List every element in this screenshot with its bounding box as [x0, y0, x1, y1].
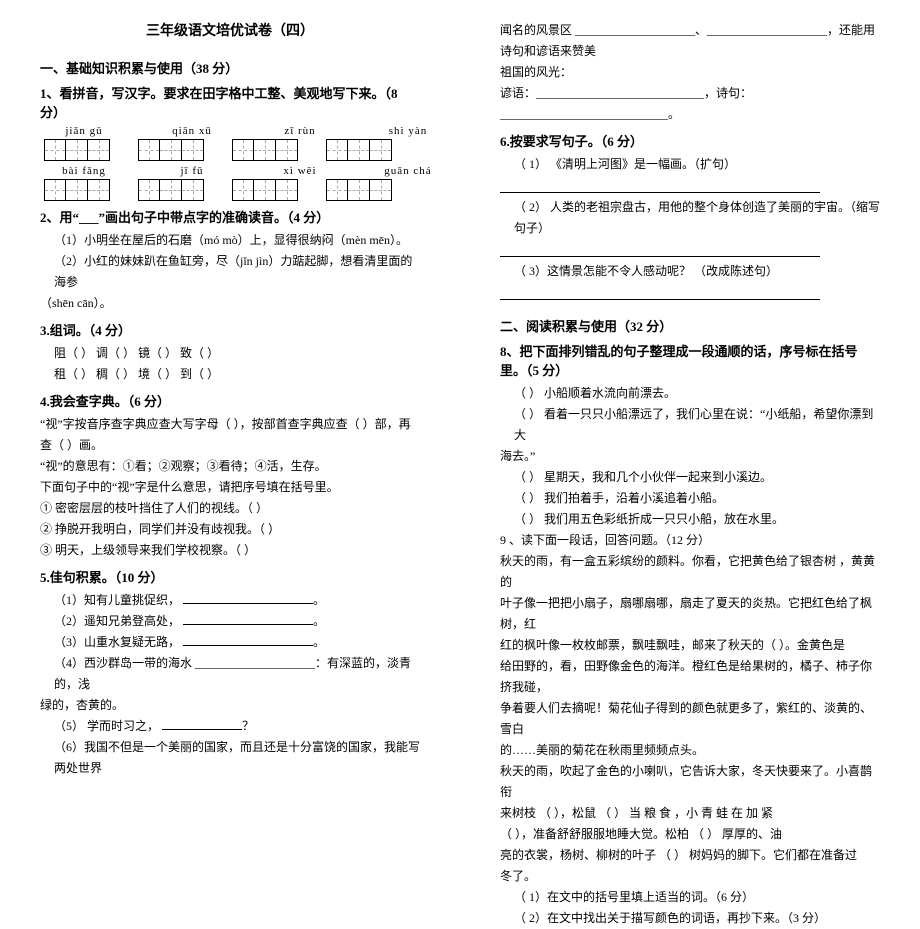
q8-line: （ ） 星期天，我和几个小伙伴一起来到小溪边。: [500, 467, 880, 488]
section-1-heading: 一、基础知识积累与使用（38 分）: [40, 58, 420, 77]
char-grid: [138, 139, 204, 161]
section-2-heading: 二、阅读积累与使用（32 分）: [500, 316, 880, 335]
char-grid: [232, 179, 298, 201]
char-grid-row-1: [40, 139, 420, 161]
blank: [183, 592, 313, 604]
pinyin-label: jiǎn gǔ: [44, 125, 124, 137]
cont-line: 祖国的风光：: [500, 62, 880, 83]
q3-heading: 3.组词。（4 分）: [40, 320, 420, 339]
passage-line: 红的枫叶像一枚枚邮票，飘哇飘哇，邮来了秋天的（ ）。金黄色是: [500, 635, 880, 656]
char-grid: [138, 179, 204, 201]
q9-sub: （ 1）在文中的括号里填上适当的词。（6 分）: [500, 887, 880, 908]
q4-line: 下面句子中的“视”字是什么意思，请把序号填在括号里。: [40, 477, 420, 498]
q5-line: （1）知有儿童挑促织， 。: [40, 590, 420, 611]
passage-line: 秋天的雨，有一盒五彩缤纷的颜料。你看，它把黄色给了银杏树 ，黄黄的: [500, 551, 880, 593]
q8-line: 海去。”: [500, 446, 880, 467]
passage-line: 冬了。: [500, 866, 880, 887]
q4-line: ② 挣脱开我明白，同学们并没有歧视我。（ ）: [40, 519, 420, 540]
q6-line: （ 3）这情景怎能不令人感动呢？ （改成陈述句）: [500, 261, 880, 282]
pinyin-row-2: bài fǎng jī fū xì wēi guān chá: [40, 165, 420, 177]
q9-sub: （ 2）在文中找出关于描写颜色的词语，再抄下来。（3 分）: [500, 908, 880, 929]
q2-line: （2）小红的妹妹趴在鱼缸旁，尽（jǐn jìn）力踮起脚，想看清里面的海参: [40, 251, 420, 293]
passage-line: 的……美丽的菊花在秋雨里频频点头。: [500, 740, 880, 761]
char-grid: [326, 139, 392, 161]
char-grid: [326, 179, 392, 201]
exam-title: 三年级语文培优试卷（四）: [40, 20, 420, 40]
q5-line: 绿的，杏黄的。: [40, 695, 420, 716]
pinyin-label: zī rùn: [260, 125, 340, 137]
cont-line: 闻名的风景区 ____________________、____________…: [500, 20, 880, 62]
pinyin-label: jī fū: [152, 165, 232, 177]
char-grid: [44, 139, 110, 161]
pinyin-label: xì wēi: [260, 165, 340, 177]
q8-heading: 8、把下面排列错乱的句子整理成一段通顺的话，序号标在括号里。（5 分）: [500, 341, 880, 379]
answer-blank: [500, 181, 820, 193]
cont-line: 谚语：____________________________，诗句：_____…: [500, 83, 880, 125]
q1-heading: 1、看拼音，写汉字。要求在田字格中工整、美观地写下来。（8 分）: [40, 83, 420, 121]
passage-line: （ ），准备舒舒服服地睡大觉。松柏 （ ） 厚厚的、油: [500, 824, 880, 845]
q8-line: （ ） 我们用五色彩纸折成一只只小船，放在水里。: [500, 509, 880, 530]
q8-line: （ ） 看着一只只小船漂远了，我们心里在说：“小纸船，希望你漂到大: [500, 404, 880, 446]
passage-line: 秋天的雨，吹起了金色的小喇叭，它告诉大家，冬天快要来了。小喜鹊衔: [500, 761, 880, 803]
q4-line: ① 密密层层的枝叶挡住了人们的视线。（ ）: [40, 498, 420, 519]
q4-line: 查（ ）画。: [40, 435, 420, 456]
q5-line: （6）我国不但是一个美丽的国家，而且还是十分富饶的国家，我能写两处世界: [40, 737, 420, 779]
q2-line: （1）小明坐在屋后的石磨（mó mò）上，显得很纳闷（mèn mēn）。: [40, 230, 420, 251]
q6-line: （ 1） 《清明上河图》是一幅画。（扩句）: [500, 154, 880, 175]
passage-line: 叶子像一把把小扇子，扇哪扇哪，扇走了夏天的炎热。它把红色给了枫树，红: [500, 593, 880, 635]
q6-line: （ 2） 人类的老祖宗盘古，用他的整个身体创造了美丽的宇宙。（缩写句子）: [500, 197, 880, 239]
q5-text: （1）知有儿童挑促织，: [54, 593, 180, 607]
q5-heading: 5.佳句积累。（10 分）: [40, 567, 420, 586]
char-grid: [44, 179, 110, 201]
q5-line: （5） 学而时习之， ？: [40, 716, 420, 737]
passage-line: 来树枝 （ ），松鼠 （ ） 当 粮 食 ，小 青 蛙 在 加 紧: [500, 803, 880, 824]
q9-heading: 9 、读下面一段话，回答问题。（12 分）: [500, 530, 880, 551]
q2-heading: 2、用“___”画出句子中带点字的准确读音。（4 分）: [40, 207, 420, 226]
q5-line: （4）西沙群岛一带的海水 ____________________：有深蓝的，淡…: [40, 653, 420, 695]
blank: [162, 718, 242, 730]
q3-line: 租（ ） 稠（ ） 境（ ） 到（ ）: [40, 364, 420, 385]
exam-page: 三年级语文培优试卷（四） 一、基础知识积累与使用（38 分） 1、看拼音，写汉字…: [0, 0, 920, 650]
q5-text: （3）山重水复疑无路，: [54, 635, 180, 649]
right-column: 闻名的风景区 ____________________、____________…: [460, 0, 920, 650]
pinyin-label: bài fǎng: [44, 165, 124, 177]
q3-line: 阻（ ） 调（ ） 镜（ ） 致（ ）: [40, 343, 420, 364]
q4-line: “视”字按音序查字典应查大写字母（ ），按部首查字典应查（ ）部，再: [40, 414, 420, 435]
char-grid: [232, 139, 298, 161]
q8-line: （ ） 小船顺着水流向前漂去。: [500, 383, 880, 404]
pinyin-row-1: jiǎn gǔ qiān xū zī rùn shì yàn: [40, 125, 420, 137]
passage-line: 争着要人们去摘呢！菊花仙子得到的颜色就更多了，紫红的、淡黄的、雪白: [500, 698, 880, 740]
left-column: 三年级语文培优试卷（四） 一、基础知识积累与使用（38 分） 1、看拼音，写汉字…: [0, 0, 460, 650]
char-grid-row-2: [40, 179, 420, 201]
q8-line: （ ） 我们拍着手，沿着小溪追着小船。: [500, 488, 880, 509]
blank: [183, 634, 313, 646]
passage-line: 给田野的，看，田野像金色的海洋。橙红色是给果树的，橘子、柿子你挤我碰，: [500, 656, 880, 698]
q5-line: （2）遥知兄弟登高处， 。: [40, 611, 420, 632]
passage-line: 亮的衣裳，杨树、柳树的叶子 （ ） 树妈妈的脚下。它们都在准备过: [500, 845, 880, 866]
q2-line: （shēn cān）。: [40, 293, 420, 314]
pinyin-label: guān chá: [368, 165, 448, 177]
q5-text: （5） 学而时习之，: [54, 719, 159, 733]
q4-line: ③ 明天，上级领导来我们学校视察。（ ）: [40, 540, 420, 561]
answer-blank: [500, 245, 820, 257]
q4-line: “视”的意思有：①看；②观察；③看待；④活，生存。: [40, 456, 420, 477]
blank: [183, 613, 313, 625]
pinyin-label: qiān xū: [152, 125, 232, 137]
q5-text: （2）遥知兄弟登高处，: [54, 614, 180, 628]
q4-heading: 4.我会查字典。（6 分）: [40, 391, 420, 410]
answer-blank: [500, 288, 820, 300]
pinyin-label: shì yàn: [368, 125, 448, 137]
q6-heading: 6.按要求写句子。（6 分）: [500, 131, 880, 150]
